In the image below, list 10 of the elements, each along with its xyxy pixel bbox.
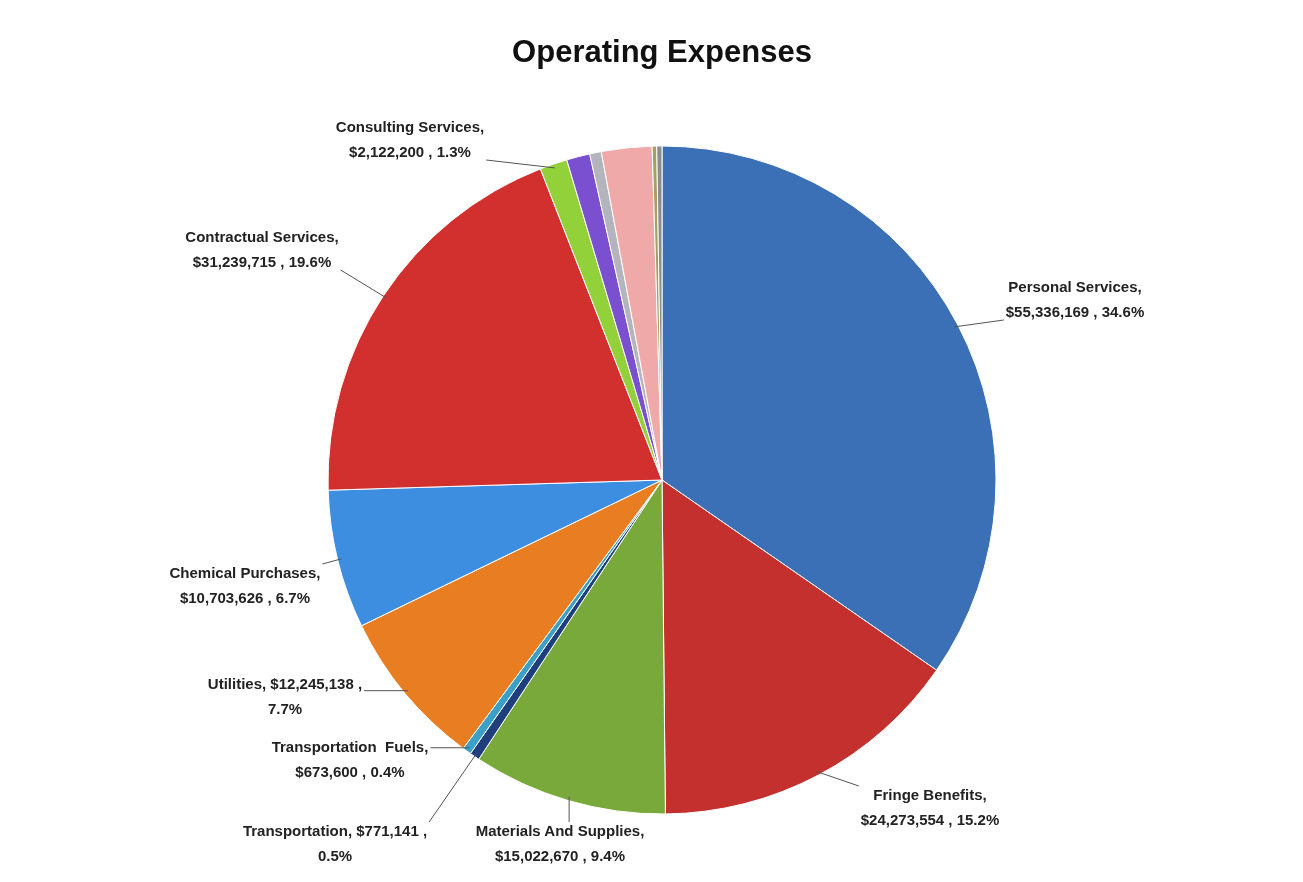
- slice-label: Utilities, $12,245,138 , 7.7%: [207, 675, 363, 717]
- slice-label: Transportation, $771,141 , 0.5%: [242, 822, 428, 864]
- slice-label: Consulting Services, $2,122,200 , 1.3%: [335, 118, 485, 160]
- chart-title: Operating Expenses: [512, 34, 812, 69]
- slice-label: Contractual Services, $31,239,715 , 19.6%: [185, 228, 339, 270]
- slice-label: Chemical Purchases, $10,703,626 , 6.7%: [169, 564, 321, 606]
- slice-label: Transportation Fuels, $673,600 , 0.4%: [271, 738, 429, 780]
- slice-label: Personal Services, $55,336,169 , 34.6%: [1005, 278, 1145, 320]
- slice-label: Fringe Benefits, $24,273,554 , 15.2%: [860, 786, 1000, 828]
- slice-label: Materials And Supplies, $15,022,670 , 9.4%: [475, 822, 645, 864]
